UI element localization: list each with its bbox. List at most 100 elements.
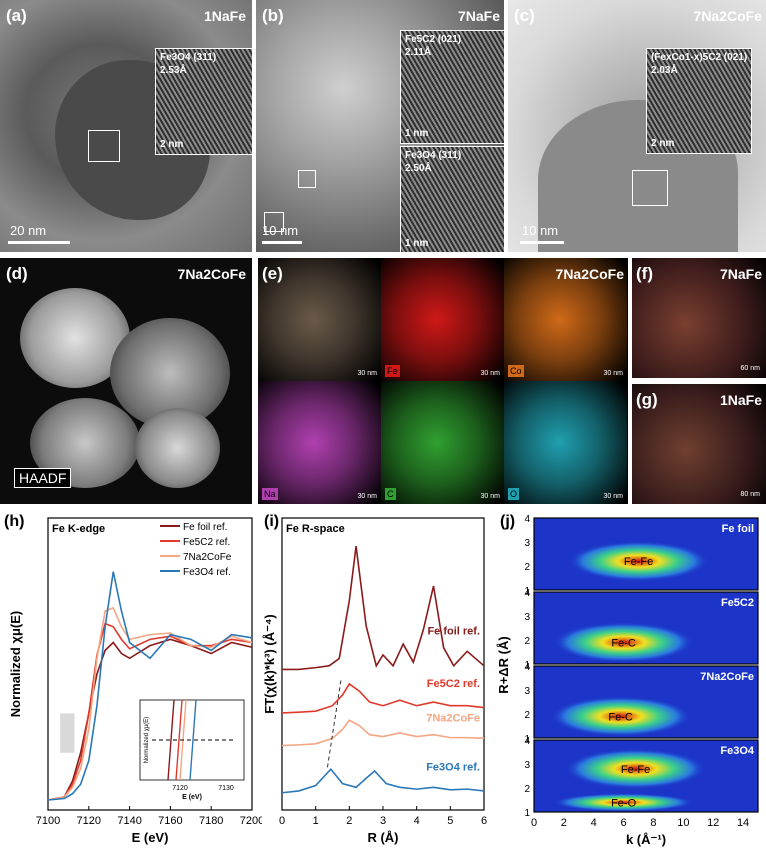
y-tick-label: 1 [524, 808, 530, 819]
x-tick-label: 7200 [240, 815, 262, 827]
x-tick-label: 12 [707, 817, 719, 829]
x-tick-label: 2 [346, 815, 352, 827]
panel-a-inset-d: 2.53Å [160, 65, 187, 76]
panel-a-label: (a) [6, 6, 27, 25]
panel-b-inset2-d: 2.50Å [405, 163, 432, 174]
x-tick-label: 8 [650, 817, 656, 829]
panel-c-inset-phase: (FexCo1-x)5C2 (021) [651, 52, 748, 63]
shift-guide [326, 680, 342, 768]
panel-c-label: (c) [514, 6, 535, 25]
panel-e-sample: 7Na2CoFe [555, 266, 624, 282]
panel-c-scale-text: 10 nm [522, 223, 559, 238]
inset-y-label: Normalized χμ(E) [144, 717, 150, 764]
series-line-2 [47, 606, 253, 801]
inset-line [189, 699, 197, 781]
ft-exafs-chart: 0 1 2 3 4 5 6 R (Å) FT(χ(k)*k³) (Å⁻⁴) Fe R-space F… [262, 513, 487, 845]
panel-f-map: (f) 7NaFe 60 nm [632, 258, 766, 378]
legend-label: 7Na2CoFe [183, 552, 232, 563]
y-tick-label: 1 [524, 660, 530, 671]
peak-label: Fe-C [611, 637, 636, 649]
x-tick-label: 6 [481, 815, 487, 827]
inset-tick-label: 7120 [172, 785, 188, 792]
wavelet-panel-name: Fe5C2 [721, 597, 754, 609]
panel-f-sample: 7NaFe [719, 266, 762, 282]
panel-a-scalebar [8, 241, 70, 244]
y-axis-label: R+ΔR (Å) [496, 636, 511, 693]
peak-label: Fe-Fe [621, 764, 650, 776]
chart-title: Fe R-space [286, 523, 345, 535]
panel-c-sample: 7Na2CoFe [693, 8, 762, 24]
series-annotation: Fe5C2 ref. [427, 678, 480, 690]
wavelet-panel-name: Fe foil [722, 523, 754, 535]
eds-map-element-label: C [385, 488, 396, 500]
chart-title: Fe K-edge [52, 523, 105, 535]
panel-b-roi-2 [264, 212, 284, 232]
inset-frame [139, 699, 245, 781]
x-tick-label: 7120 [77, 815, 101, 827]
panel-b-inset1-phase: Fe5C2 (021) [405, 34, 462, 45]
x-tick-label: 5 [447, 815, 453, 827]
y-tick-label: 2 [524, 562, 530, 573]
x-tick-label: 1 [313, 815, 319, 827]
y-tick-label: 4 [524, 736, 530, 747]
inset-x-label: E (eV) [182, 794, 202, 801]
y-tick-label: 2 [524, 784, 530, 795]
x-tick-label: 4 [591, 817, 597, 829]
panel-g-scale-text: 80 nm [740, 491, 760, 498]
panel-b-scale-text: 10 nm [262, 223, 299, 238]
panel-b-tem: (b) 7NaFe Fe5C2 (021) 2.11Å 1 nm Fe3O4 (… [256, 0, 504, 252]
y-tick-label: 4 [524, 588, 530, 599]
series-line-3 [47, 571, 253, 801]
panel-c-inset: (FexCo1-x)5C2 (021) 2.03Å 2 nm [646, 48, 752, 154]
peak-label: Fe-O [611, 797, 637, 809]
wavelet-frame [533, 517, 759, 591]
panel-a-inset-phase: Fe3O4 (311) [160, 52, 217, 63]
y-tick-label: 2 [524, 636, 530, 647]
x-tick-label: 14 [737, 817, 749, 829]
panel-b-inset2-scale: 1 nm [405, 238, 429, 249]
y-tick-label: 1 [524, 586, 530, 597]
y-tick-label: 2 [524, 710, 530, 721]
series-annotation: 7Na2CoFe [426, 712, 480, 724]
eds-map-element-label: Na [262, 488, 278, 500]
x-axis-label: R (Å) [367, 830, 398, 845]
x-tick-label: 0 [531, 817, 537, 829]
wavelet-peak [568, 541, 709, 582]
panel-a-sample: 1NaFe [203, 8, 246, 24]
panel-d-sample: 7Na2CoFe [177, 266, 246, 282]
eds-map-scale: 30 nm [480, 370, 500, 377]
panel-a-inset: Fe3O4 (311) 2.53Å 2 nm [155, 48, 252, 155]
wavelet-peak [553, 793, 694, 812]
panel-i-label: (i) [264, 513, 279, 530]
panel-g-sample: 1NaFe [719, 392, 762, 408]
xanes-chart: 7100 7120 7140 7160 7180 7200 E (eV) Normalized… [4, 513, 262, 845]
wavelet-frame [533, 591, 759, 665]
y-tick-label: 1 [524, 734, 530, 745]
panel-b-roi-1 [298, 170, 316, 188]
series-line-1 [281, 682, 485, 714]
y-axis-label: FT(χ(k)*k³) (Å⁻⁴) [262, 614, 277, 713]
series-line-0 [282, 546, 485, 671]
panel-a-inset-scale: 2 nm [160, 139, 184, 150]
y-axis-label: Normalized χμ(E) [8, 611, 23, 717]
x-tick-label: 7160 [158, 815, 182, 827]
panel-e-maps: (e) 7Na2CoFe 30 nm Fe 30 nm Co 30 nm Na 30 nm C… [258, 258, 628, 504]
panel-c-roi [632, 170, 668, 206]
zoom-region [60, 713, 75, 753]
peak-label: Fe-C [608, 711, 633, 723]
panel-a-scale-text: 20 nm [10, 223, 47, 238]
panel-c-inset-scale: 2 nm [651, 138, 675, 149]
eds-map-C: C 30 nm [381, 381, 504, 504]
panel-b-label: (b) [262, 6, 284, 25]
panel-b-scalebar [262, 241, 302, 244]
panel-f-label: (f) [636, 264, 653, 283]
series-annotation: Fe3O4 ref. [426, 761, 480, 773]
inset-line [175, 699, 183, 781]
panel-g-map: (g) 1NaFe 80 nm [632, 384, 766, 504]
panel-g-label: (g) [636, 390, 658, 409]
eds-map-O: O 30 nm [504, 381, 627, 504]
eds-map-scale: 30 nm [357, 370, 377, 377]
legend-label: Fe3O4 ref. [183, 567, 231, 578]
wavelet-peak [553, 622, 694, 663]
